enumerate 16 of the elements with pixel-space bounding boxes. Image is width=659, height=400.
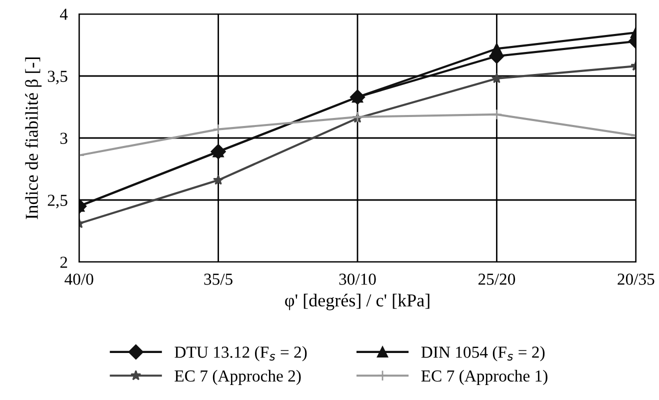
x-axis-title: φ' [degrés] / c' [kPa] [285,294,430,310]
y-tick-label: 3 [60,132,68,144]
x-tick-label: 20/35 [618,274,654,285]
legend-label: EC 7 (Approche 1) [421,370,548,385]
y-tick-label: 3,5 [48,70,68,84]
x-tick-label: 25/20 [478,274,516,285]
y-axis-title: Indice de fiabilité β [-] [25,58,42,220]
y-tick-label: 2,5 [48,194,68,208]
legend-label: DTU 13.12 (F$_{s}$ = 2) [174,346,307,362]
legend-label: EC 7 (Approche 2) [174,370,301,385]
x-tick-label: 40/0 [64,274,94,285]
x-tick-label: 35/5 [204,274,232,285]
y-tick-label: 2 [60,256,68,268]
x-tick-label: 30/10 [339,274,376,285]
legend-label: DIN 1054 (F$_{s}$ = 2) [421,346,545,362]
y-tick-label: 4 [60,8,68,20]
